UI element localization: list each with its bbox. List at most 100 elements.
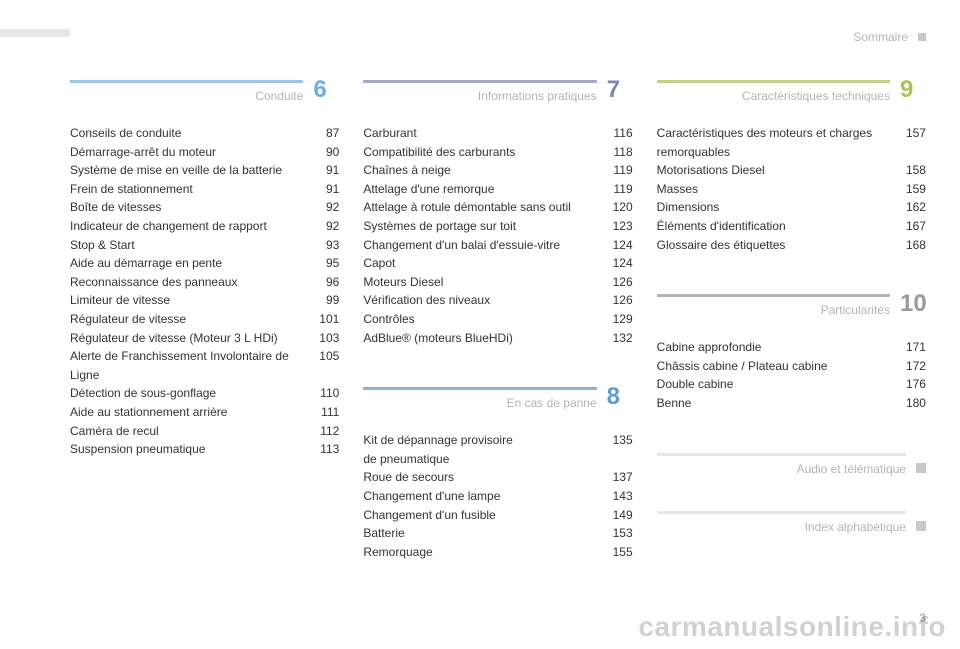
toc-entry-label: Changement d'un balai d'essuie-vitre — [363, 236, 598, 255]
toc-entry[interactable]: Caractéristiques des moteurs et charges … — [657, 124, 926, 161]
toc-entry[interactable]: Cabine approfondie171 — [657, 338, 926, 357]
section-8-title-area: En cas de panne — [363, 385, 596, 413]
toc-entry[interactable]: Système de mise en veille de la batterie… — [70, 161, 339, 180]
toc-entry[interactable]: Attelage à rotule démontable sans outil1… — [363, 198, 632, 217]
toc-entry[interactable]: Conseils de conduite87 — [70, 124, 339, 143]
toc-entry[interactable]: Aide au démarrage en pente95 — [70, 254, 339, 273]
toc-entry-page: 96 — [305, 273, 339, 292]
toc-entry[interactable]: Roue de secours137 — [363, 468, 632, 487]
toc-entry[interactable]: Glossaire des étiquettes168 — [657, 236, 926, 255]
toc-entry-page: 92 — [305, 217, 339, 236]
toc-entry[interactable]: Détection de sous-gonflage110 — [70, 384, 339, 403]
toc-entry[interactable]: Frein de stationnement91 — [70, 180, 339, 199]
toc-entry-page: 153 — [599, 524, 633, 543]
toc-entry-label: Suspension pneumatique — [70, 440, 305, 459]
column-3: Caractéristiques techniques 9 Caractéris… — [657, 78, 926, 599]
toc-entry-label: Caméra de recul — [70, 422, 305, 441]
toc-entry[interactable]: Suspension pneumatique113 — [70, 440, 339, 459]
toc-entry[interactable]: Stop & Start93 — [70, 236, 339, 255]
toc-entry[interactable]: Dimensions162 — [657, 198, 926, 217]
toc-entry[interactable]: Contrôles129 — [363, 310, 632, 329]
toc-entry-label: Vérification des niveaux — [363, 291, 598, 310]
toc-entry[interactable]: Régulateur de vitesse (Moteur 3 L HDi)10… — [70, 329, 339, 348]
toc-entry-label: Régulateur de vitesse (Moteur 3 L HDi) — [70, 329, 305, 348]
section-8-head: En cas de panne 8 — [363, 385, 632, 413]
toc-entry[interactable]: Capot124 — [363, 254, 632, 273]
toc-entry[interactable]: Double cabine176 — [657, 375, 926, 394]
toc-entry[interactable]: Carburant116 — [363, 124, 632, 143]
toc-entry[interactable]: Éléments d'identification167 — [657, 217, 926, 236]
section-index-title-area: Index alphabétique — [657, 509, 906, 537]
toc-entry-page: 119 — [599, 180, 633, 199]
toc-entry-page: 111 — [305, 403, 339, 422]
toc-entry-page: 120 — [599, 198, 633, 217]
section-audio-square — [916, 463, 926, 473]
toc-entry[interactable]: Attelage d'une remorque119 — [363, 180, 632, 199]
section-6-entries: Conseils de conduite87Démarrage-arrêt du… — [70, 124, 339, 459]
toc-entry-label: Détection de sous-gonflage — [70, 384, 305, 403]
top-gray-bar — [0, 29, 70, 37]
toc-entry-label: Benne — [657, 394, 892, 413]
section-audio-title: Audio et télématique — [797, 462, 906, 476]
toc-entry[interactable]: Vérification des niveaux126 — [363, 291, 632, 310]
toc-entry[interactable]: Régulateur de vitesse101 — [70, 310, 339, 329]
toc-entry-page: 91 — [305, 161, 339, 180]
toc-entry-label: Changement d'une lampe — [363, 487, 598, 506]
toc-entry[interactable]: Remorquage155 — [363, 543, 632, 562]
toc-entry[interactable]: Batterie153 — [363, 524, 632, 543]
section-6: Conduite 6 Conseils de conduite87Démarra… — [70, 78, 339, 459]
toc-entry[interactable]: Indicateur de changement de rapport92 — [70, 217, 339, 236]
toc-entry[interactable]: Masses159 — [657, 180, 926, 199]
toc-entry-page: 176 — [892, 375, 926, 394]
toc-entry-label: Glossaire des étiquettes — [657, 236, 892, 255]
toc-entry-page: 172 — [892, 357, 926, 376]
toc-entry-label: Aide au démarrage en pente — [70, 254, 305, 273]
toc-entry[interactable]: Limiteur de vitesse99 — [70, 291, 339, 310]
toc-entry[interactable]: Démarrage-arrêt du moteur90 — [70, 143, 339, 162]
section-8-rule — [363, 387, 596, 390]
section-8-title: En cas de panne — [507, 396, 597, 410]
toc-entry-label: Châssis cabine / Plateau cabine — [657, 357, 892, 376]
section-9: Caractéristiques techniques 9 Caractéris… — [657, 78, 926, 254]
toc-entry[interactable]: Motorisations Diesel158 — [657, 161, 926, 180]
toc-entry[interactable]: Chaînes à neige119 — [363, 161, 632, 180]
toc-entry-label: Remorquage — [363, 543, 598, 562]
section-9-title: Caractéristiques techniques — [742, 89, 890, 103]
toc-entry-label: Batterie — [363, 524, 598, 543]
toc-entry-label: Attelage d'une remorque — [363, 180, 598, 199]
toc-entry[interactable]: Compatibilité des carburants118 — [363, 143, 632, 162]
toc-entry-page: 143 — [599, 487, 633, 506]
section-index-title: Index alphabétique — [805, 520, 906, 534]
toc-entry[interactable]: AdBlue® (moteurs BlueHDi)132 — [363, 329, 632, 348]
toc-entry[interactable]: Benne180 — [657, 394, 926, 413]
toc-entry[interactable]: Moteurs Diesel126 — [363, 273, 632, 292]
section-index-square — [916, 521, 926, 531]
toc-entry-label: Capot — [363, 254, 598, 273]
toc-page: Sommaire Conduite 6 Conseils de conduite… — [0, 0, 960, 649]
toc-entry-label: Masses — [657, 180, 892, 199]
toc-entry-label: Motorisations Diesel — [657, 161, 892, 180]
toc-entry-page: 99 — [305, 291, 339, 310]
toc-entry[interactable]: Reconnaissance des panneaux96 — [70, 273, 339, 292]
toc-entry-label: Frein de stationnement — [70, 180, 305, 199]
toc-entry[interactable]: Caméra de recul112 — [70, 422, 339, 441]
toc-entry[interactable]: Aide au stationnement arrière111 — [70, 403, 339, 422]
toc-entry-label: Roue de secours — [363, 468, 598, 487]
toc-entry-page: 116 — [599, 124, 633, 143]
toc-entry-label: Carburant — [363, 124, 598, 143]
toc-entry-label: Systèmes de portage sur toit — [363, 217, 598, 236]
toc-entry[interactable]: Châssis cabine / Plateau cabine172 — [657, 357, 926, 376]
section-audio: Audio et télématique — [657, 451, 926, 479]
toc-entry[interactable]: Systèmes de portage sur toit123 — [363, 217, 632, 236]
toc-entry-page: 132 — [599, 329, 633, 348]
section-8: En cas de panne 8 Kit de dépannage provi… — [363, 385, 632, 561]
toc-entry-label: Régulateur de vitesse — [70, 310, 305, 329]
toc-entry[interactable]: Kit de dépannage provisoire de pneumatiq… — [363, 431, 632, 468]
toc-entry[interactable]: Boîte de vitesses92 — [70, 198, 339, 217]
toc-entry-label: Système de mise en veille de la batterie — [70, 161, 305, 180]
section-9-entries: Caractéristiques des moteurs et charges … — [657, 124, 926, 254]
toc-entry[interactable]: Alerte de Franchissement Involontaire de… — [70, 347, 339, 384]
toc-entry[interactable]: Changement d'une lampe143 — [363, 487, 632, 506]
toc-entry[interactable]: Changement d'un balai d'essuie-vitre124 — [363, 236, 632, 255]
toc-entry[interactable]: Changement d'un fusible149 — [363, 506, 632, 525]
